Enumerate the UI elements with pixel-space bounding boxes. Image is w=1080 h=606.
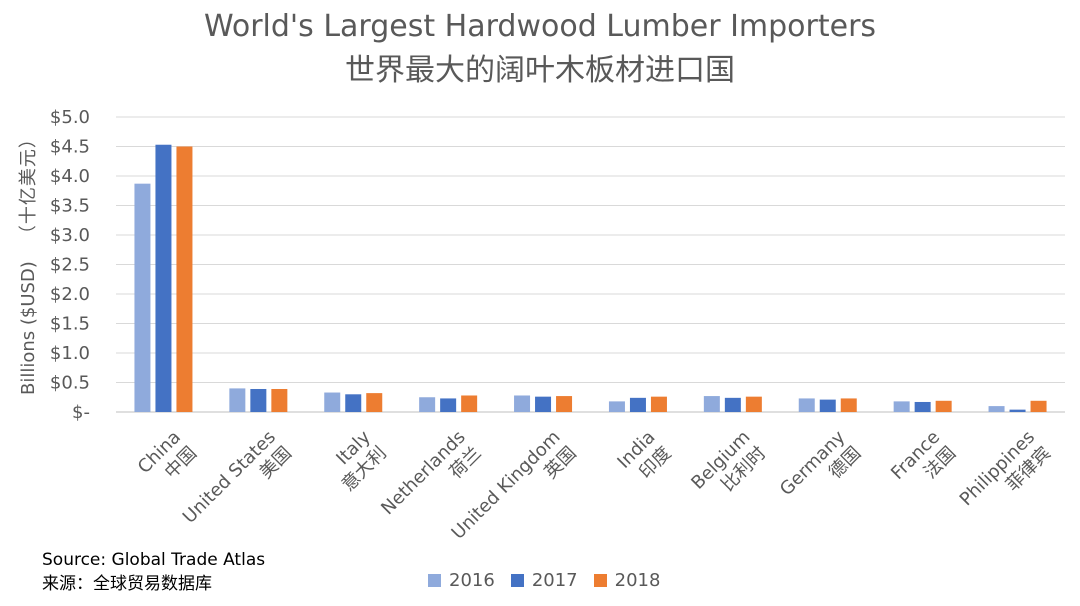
bar-2018 (176, 146, 193, 412)
chart-subtitle: 世界最大的阔叶木板材进口国 (345, 53, 735, 88)
bar-2018 (1030, 400, 1047, 412)
legend-item: 2016 (428, 570, 495, 591)
y-tick-label: $3.5 (50, 196, 90, 217)
bar-2016 (514, 395, 531, 412)
y-tick-label: $1.5 (50, 314, 90, 335)
bar-2016 (893, 401, 910, 412)
y-tick-label: $- (72, 402, 90, 423)
legend-item: 2017 (510, 570, 578, 591)
bar-2016 (324, 392, 341, 412)
source-note: Source: Global Trade Atlas 来源：全球贸易数据库 (42, 548, 265, 596)
source-line-cn: 来源：全球贸易数据库 (42, 574, 212, 594)
bar-2018 (461, 395, 478, 412)
y-tick-label: $4.0 (50, 166, 90, 187)
y-tick-label: $2.5 (50, 255, 90, 276)
legend-item: 2018 (593, 570, 661, 591)
legend-swatch (428, 574, 441, 587)
bar-2018 (556, 396, 573, 412)
legend-label: 2018 (614, 570, 661, 591)
y-tick-label: $1.0 (50, 343, 90, 364)
bar-2017 (345, 394, 362, 412)
bar-2017 (440, 398, 457, 412)
bar-2018 (271, 388, 288, 412)
bar-2016 (703, 396, 720, 412)
bar-2017 (629, 397, 646, 412)
chart-legend: 2016 2017 2018 (428, 570, 676, 591)
bar-2017 (819, 399, 836, 412)
y-tick-label: $3.0 (50, 225, 90, 246)
bar-2016 (229, 388, 246, 412)
y-tick-label: $5.0 (50, 107, 90, 128)
bar-2017 (1009, 409, 1026, 412)
legend-label: 2017 (531, 570, 578, 591)
legend-swatch (593, 574, 607, 587)
bar-2017 (914, 401, 931, 412)
y-tick-label: $2.0 (50, 284, 90, 305)
bar-2018 (745, 396, 762, 412)
bar-2018 (840, 398, 857, 412)
chart-title: World's Largest Hardwood Lumber Importer… (203, 9, 877, 44)
bar-2017 (535, 396, 552, 412)
bar-2017 (155, 144, 172, 413)
bar-2018 (935, 400, 952, 412)
source-line-en: Source: Global Trade Atlas (42, 550, 266, 570)
bar-2016 (798, 398, 815, 412)
bar-2017 (724, 397, 741, 412)
legend-label: 2016 (449, 570, 495, 591)
legend-swatch (510, 574, 524, 587)
bar-2016 (134, 183, 151, 412)
bar-2017 (250, 388, 267, 412)
bar-2016 (608, 401, 625, 412)
bar-2018 (650, 396, 667, 412)
bar-2016 (988, 406, 1005, 412)
y-tick-label: $4.5 (50, 137, 90, 158)
y-tick-label: $0.5 (50, 373, 90, 394)
bar-2018 (366, 393, 383, 412)
bar-2016 (419, 397, 436, 412)
